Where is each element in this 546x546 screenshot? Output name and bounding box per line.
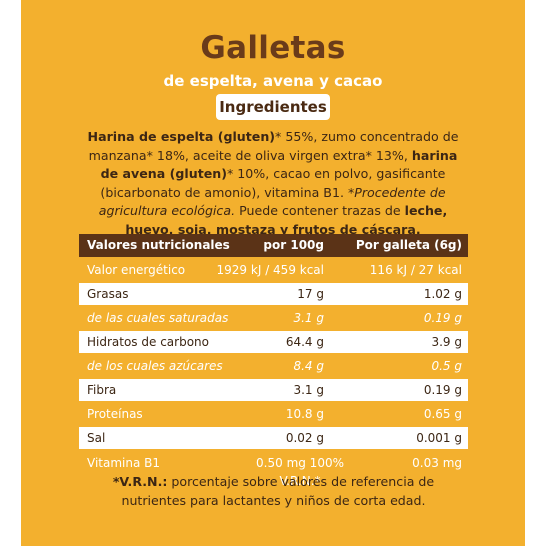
- row-per-cookie: 0.19 g: [423, 383, 462, 397]
- vrn-footnote-text: porcentaje sobre valores de referencia d…: [121, 474, 435, 508]
- row-per-cookie: 3.9 g: [431, 335, 462, 349]
- nutrition-row-sugars: de los cuales azúcares 8.4 g 0.5 g: [79, 355, 468, 377]
- nutrition-row-vitamin-b1: Vitamina B1 0.50 mg 100% V.R.N.* 0.03 mg: [79, 451, 468, 488]
- ingredients-heading: Ingredientes: [216, 94, 330, 120]
- vitamin-amount: 0.50 mg 100%: [256, 456, 344, 470]
- row-label: Grasas: [87, 287, 129, 301]
- row-label: Fibra: [87, 383, 117, 397]
- row-label: Vitamina B1: [87, 456, 161, 470]
- row-per-cookie: 0.03 mg: [412, 456, 462, 470]
- nutrition-row-salt: Sal 0.02 g 0.001 g: [79, 427, 468, 449]
- ingredient-oat-flour: harina de avena (gluten): [100, 147, 458, 182]
- nutrition-row-saturated: de las cuales saturadas 3.1 g 0.19 g: [79, 307, 468, 329]
- row-label: Sal: [87, 431, 106, 445]
- nutrition-row-energy: Valor energético 1929 kJ / 459 kcal 116 …: [79, 259, 468, 281]
- nutrition-header-row: Valores nutricionales por 100g Por galle…: [79, 234, 468, 257]
- product-title: Galletas: [200, 30, 346, 66]
- row-per-100g: 0.02 g: [285, 431, 324, 445]
- ingredients-text: Harina de espelta (gluten)* 55%, zumo co…: [84, 128, 462, 239]
- row-per-100g: 3.1 g: [293, 383, 324, 397]
- ingredient-text-part: * 55%, zumo concentrado de manzana* 18%,…: [88, 129, 459, 163]
- row-per-cookie: 0.5 g: [431, 359, 462, 373]
- header-nutrition-values: Valores nutricionales: [87, 238, 230, 252]
- row-per-cookie: 1.02 g: [423, 287, 462, 301]
- nutrition-row-fat: Grasas 17 g 1.02 g: [79, 283, 468, 305]
- row-per-cookie: 0.65 g: [423, 407, 462, 421]
- header-per-100g: por 100g: [263, 238, 324, 252]
- vrn-footnote-marker: *V.R.N.:: [112, 474, 168, 489]
- nutrition-row-protein: Proteínas 10.8 g 0.65 g: [79, 403, 468, 425]
- row-per-cookie: 0.001 g: [416, 431, 462, 445]
- row-label: de las cuales saturadas: [87, 311, 229, 325]
- header-per-cookie: Por galleta (6g): [355, 238, 462, 252]
- row-per-cookie: 116 kJ / 27 kcal: [369, 263, 462, 277]
- vrn-footnote: *V.R.N.: porcentaje sobre valores de ref…: [79, 472, 468, 510]
- nutrition-row-fiber: Fibra 3.1 g 0.19 g: [79, 379, 468, 401]
- row-label: de los cuales azúcares: [87, 359, 223, 373]
- traces-intro: Puede contener trazas de: [235, 203, 405, 218]
- vitamin-vrn: V.R.N.*: [279, 474, 321, 488]
- row-per-100g: 1929 kJ / 459 kcal: [216, 263, 324, 277]
- row-per-100g: 17 g: [297, 287, 324, 301]
- ingredient-text-part: * 10%, cacao en polvo, gasificante (bica…: [100, 166, 446, 200]
- traces-allergens: leche, huevo, soja, mostaza y frutos de …: [125, 203, 448, 237]
- row-per-100g: 3.1 g: [293, 311, 324, 325]
- row-per-100g: 8.4 g: [293, 359, 324, 373]
- row-per-100g: 0.50 mg 100% V.R.N.*: [256, 454, 344, 490]
- row-label: Valor energético: [87, 263, 186, 277]
- product-subtitle: de espelta, avena y cacao: [163, 72, 383, 90]
- row-label: Proteínas: [87, 407, 143, 421]
- nutrition-row-carbs: Hidratos de carbono 64.4 g 3.9 g: [79, 331, 468, 353]
- ingredient-spelt-flour: Harina de espelta (gluten): [87, 129, 276, 144]
- organic-note: *Procedente de agricultura ecológica.: [98, 184, 446, 219]
- nutrition-table: Valores nutricionales por 100g Por galle…: [79, 234, 468, 488]
- row-per-100g: 10.8 g: [285, 407, 324, 421]
- row-per-100g: 64.4 g: [285, 335, 324, 349]
- row-label: Hidratos de carbono: [87, 335, 209, 349]
- row-per-cookie: 0.19 g: [423, 311, 462, 325]
